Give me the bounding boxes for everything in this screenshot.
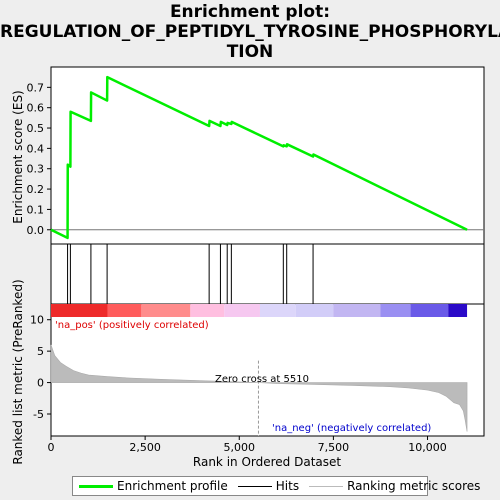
axes: 0.0 0.1 0.2 0.3 0.4 0.5 0.6 0.7 -5 0 5 10 0 2,500 5,00… [27,81,447,454]
x-tick-label: 7,500 [318,441,350,454]
legend-swatch-metric [309,485,344,487]
chart-title-line-2: REGULATION_OF_PEPTIDYL_TYROSINE_PHOSPHOR… [0,22,500,42]
legend-label-enrichment: Enrichment profile [117,479,228,493]
neg-correlated-label: 'na_neg' (negatively correlated) [272,423,431,434]
es-tick-label: 0.2 [27,183,45,196]
chart-title: Enrichment plot: REGULATION_OF_PEPTIDYL_… [0,2,500,62]
zero-cross-label: Zero cross at 5510 [215,374,309,385]
hit-markers [67,244,314,304]
color-bar-segment [224,304,260,317]
chart-title-line-1: Enrichment plot: [169,2,331,22]
es-tick-label: 0.5 [27,122,45,135]
es-tick-label: 0.6 [27,102,45,115]
legend-item-metric: Ranking metric scores [309,479,480,493]
x-tick-label: 10,000 [408,441,447,454]
legend-label-hits: Hits [275,479,300,493]
color-bar-segment [333,304,381,317]
es-tick-label: 0.4 [27,142,45,155]
hits-panel [50,243,485,305]
es-tick-label: 0.0 [27,224,45,237]
es-tick-label: 0.3 [27,163,45,176]
metric-tick-label: 10 [30,314,44,327]
chart-title-line-3: TION [226,42,274,62]
x-axis-label: Rank in Ordered Dataset [193,455,341,469]
metric-panel [50,303,485,437]
legend-item-hits: Hits [237,479,300,493]
ranking-metric-area [50,344,468,436]
x-tick-label: 0 [48,441,55,454]
enrichment-profile-line [50,75,484,240]
color-bar-segment [51,304,108,317]
color-bar-segment [141,304,191,317]
x-tick-label: 2,500 [129,441,161,454]
es-tick-label: 0.1 [27,203,45,216]
legend-swatch-hits [237,485,272,487]
legend-item-enrichment: Enrichment profile [79,479,228,493]
legend-label-metric: Ranking metric scores [347,479,481,493]
color-bar-segment [380,304,411,317]
pos-correlated-label: 'na_pos' (positively correlated) [55,320,209,331]
metric-tick-label: -5 [33,408,44,421]
enrichment-plot: 0.0 0.1 0.2 0.3 0.4 0.5 0.6 0.7 -5 0 5 10 0 2,500 5,00… [11,66,485,469]
color-bar-segment [190,304,225,317]
metric-tick-label: 5 [37,345,44,358]
es-panel [50,66,485,245]
x-tick-label: 5,000 [224,441,256,454]
enrichment-profile [50,75,468,240]
color-bar-segment [295,304,334,317]
legend-swatch-enrichment [79,484,113,488]
es-tick-label: 0.7 [27,81,45,94]
es-axis-label: Enrichment score (ES) [11,90,25,223]
rank-color-bar [51,304,468,317]
color-bar-segment [259,304,296,317]
color-bar-segment [448,304,468,317]
color-bar-segment [107,304,142,317]
color-bar-segment [410,304,449,317]
metric-tick-label: 0 [37,377,44,390]
metric-axis-label: Ranked list metric (PreRanked) [11,279,25,464]
legend: Enrichment profile Hits Ranking metric s… [72,476,480,496]
metric-area [50,344,468,432]
